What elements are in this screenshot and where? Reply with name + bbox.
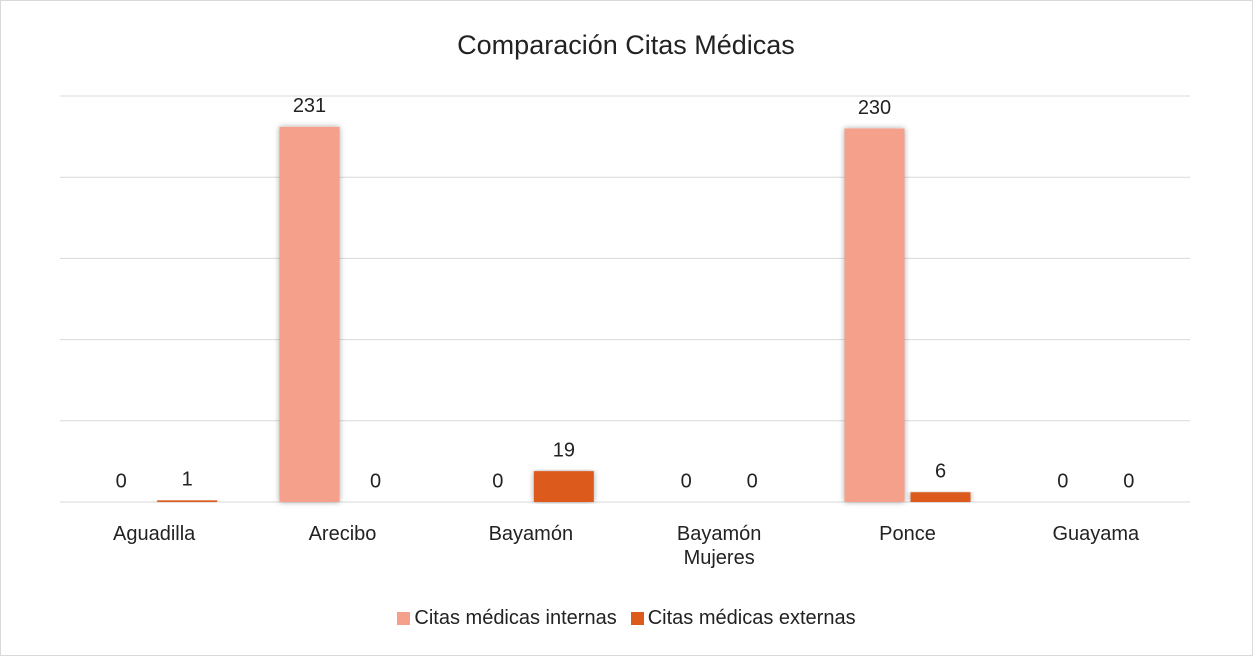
data-label: 0 <box>1057 470 1068 492</box>
bar <box>910 492 971 502</box>
bar <box>844 128 905 503</box>
x-tick-label: Arecibo <box>308 523 377 545</box>
bar <box>279 126 340 502</box>
data-label: 19 <box>553 439 575 461</box>
data-label: 230 <box>858 97 891 119</box>
x-tick-label: Guayama <box>1052 523 1140 545</box>
data-label: 231 <box>293 95 326 117</box>
x-tick-label: Ponce <box>879 523 936 545</box>
legend-swatch <box>397 612 411 625</box>
bar <box>157 500 218 502</box>
legend-label: Citas médicas externas <box>647 607 856 629</box>
data-label: 6 <box>935 461 946 483</box>
data-label: 0 <box>370 470 381 492</box>
data-label: 0 <box>747 470 758 492</box>
x-tick-label: Bayamón <box>488 523 574 545</box>
data-label: 0 <box>681 470 692 492</box>
legend-item: Citas médicas internas <box>397 607 617 630</box>
data-label: 1 <box>182 469 193 491</box>
x-tick-label: Aguadilla <box>113 523 196 545</box>
legend-label: Citas médicas internas <box>414 607 617 629</box>
chart-title: Comparación Citas Médicas <box>457 30 795 60</box>
x-tick-label: Bayamón Mujeres <box>676 523 762 569</box>
legend-item: Citas médicas externas <box>630 607 856 630</box>
data-label: 0 <box>116 470 127 492</box>
data-label: 0 <box>1123 470 1134 492</box>
legend-swatch <box>630 612 644 625</box>
bar <box>533 471 594 502</box>
legend: Citas médicas internas Citas médicas exte… <box>0 607 1253 630</box>
data-label: 0 <box>492 470 503 492</box>
